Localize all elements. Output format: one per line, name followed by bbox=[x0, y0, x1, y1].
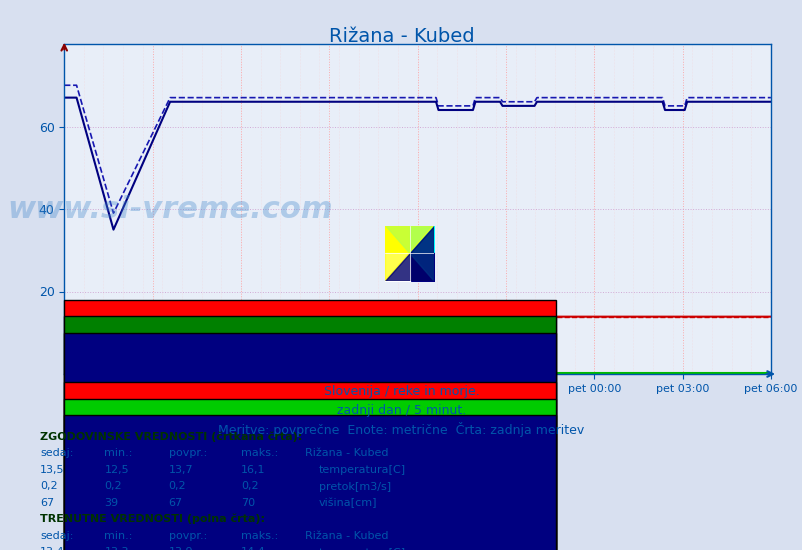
Text: 13,3: 13,3 bbox=[104, 547, 129, 550]
Text: 13,7: 13,7 bbox=[168, 465, 193, 475]
Text: zadnji dan / 5 minut.: zadnji dan / 5 minut. bbox=[337, 404, 465, 417]
Polygon shape bbox=[385, 226, 433, 280]
Text: Rižana - Kubed: Rižana - Kubed bbox=[305, 531, 388, 541]
Text: Meritve: povprečne  Enote: metrične  Črta: zadnja meritev: Meritve: povprečne Enote: metrične Črta:… bbox=[218, 422, 584, 437]
Text: 16,1: 16,1 bbox=[241, 465, 265, 475]
Text: sedaj:: sedaj: bbox=[40, 448, 74, 459]
Text: 70: 70 bbox=[241, 498, 255, 508]
Text: sedaj:: sedaj: bbox=[40, 531, 74, 541]
Text: 13,5: 13,5 bbox=[40, 465, 65, 475]
Text: 13,9: 13,9 bbox=[168, 547, 193, 550]
Text: 14,4: 14,4 bbox=[241, 547, 265, 550]
Text: 67: 67 bbox=[168, 498, 183, 508]
Text: povpr.:: povpr.: bbox=[168, 448, 207, 459]
Text: višina[cm]: višina[cm] bbox=[318, 498, 377, 508]
Text: maks.:: maks.: bbox=[241, 531, 277, 541]
Text: 13,4: 13,4 bbox=[40, 547, 65, 550]
Text: min.:: min.: bbox=[104, 531, 132, 541]
Text: ZGODOVINSKE VREDNOSTI (črtkana črta):: ZGODOVINSKE VREDNOSTI (črtkana črta): bbox=[40, 432, 302, 442]
Text: 0,2: 0,2 bbox=[40, 481, 58, 492]
Text: TRENUTNE VREDNOSTI (polna črta):: TRENUTNE VREDNOSTI (polna črta): bbox=[40, 514, 265, 525]
Text: pretok[m3/s]: pretok[m3/s] bbox=[318, 481, 391, 492]
Text: Rižana - Kubed: Rižana - Kubed bbox=[328, 28, 474, 47]
Text: Rižana - Kubed: Rižana - Kubed bbox=[305, 448, 388, 459]
Text: 39: 39 bbox=[104, 498, 119, 508]
Text: 0,2: 0,2 bbox=[168, 481, 186, 492]
Polygon shape bbox=[385, 226, 433, 280]
Text: temperatura[C]: temperatura[C] bbox=[318, 547, 405, 550]
Text: 0,2: 0,2 bbox=[241, 481, 258, 492]
Text: 0,2: 0,2 bbox=[104, 481, 122, 492]
Text: www.si-vreme.com: www.si-vreme.com bbox=[7, 195, 333, 223]
Text: maks.:: maks.: bbox=[241, 448, 277, 459]
Text: 12,5: 12,5 bbox=[104, 465, 129, 475]
Text: 67: 67 bbox=[40, 498, 55, 508]
Text: Slovenija / reke in morje.: Slovenija / reke in morje. bbox=[323, 385, 479, 398]
Polygon shape bbox=[385, 226, 433, 280]
Text: min.:: min.: bbox=[104, 448, 132, 459]
Text: povpr.:: povpr.: bbox=[168, 531, 207, 541]
Text: temperatura[C]: temperatura[C] bbox=[318, 465, 405, 475]
